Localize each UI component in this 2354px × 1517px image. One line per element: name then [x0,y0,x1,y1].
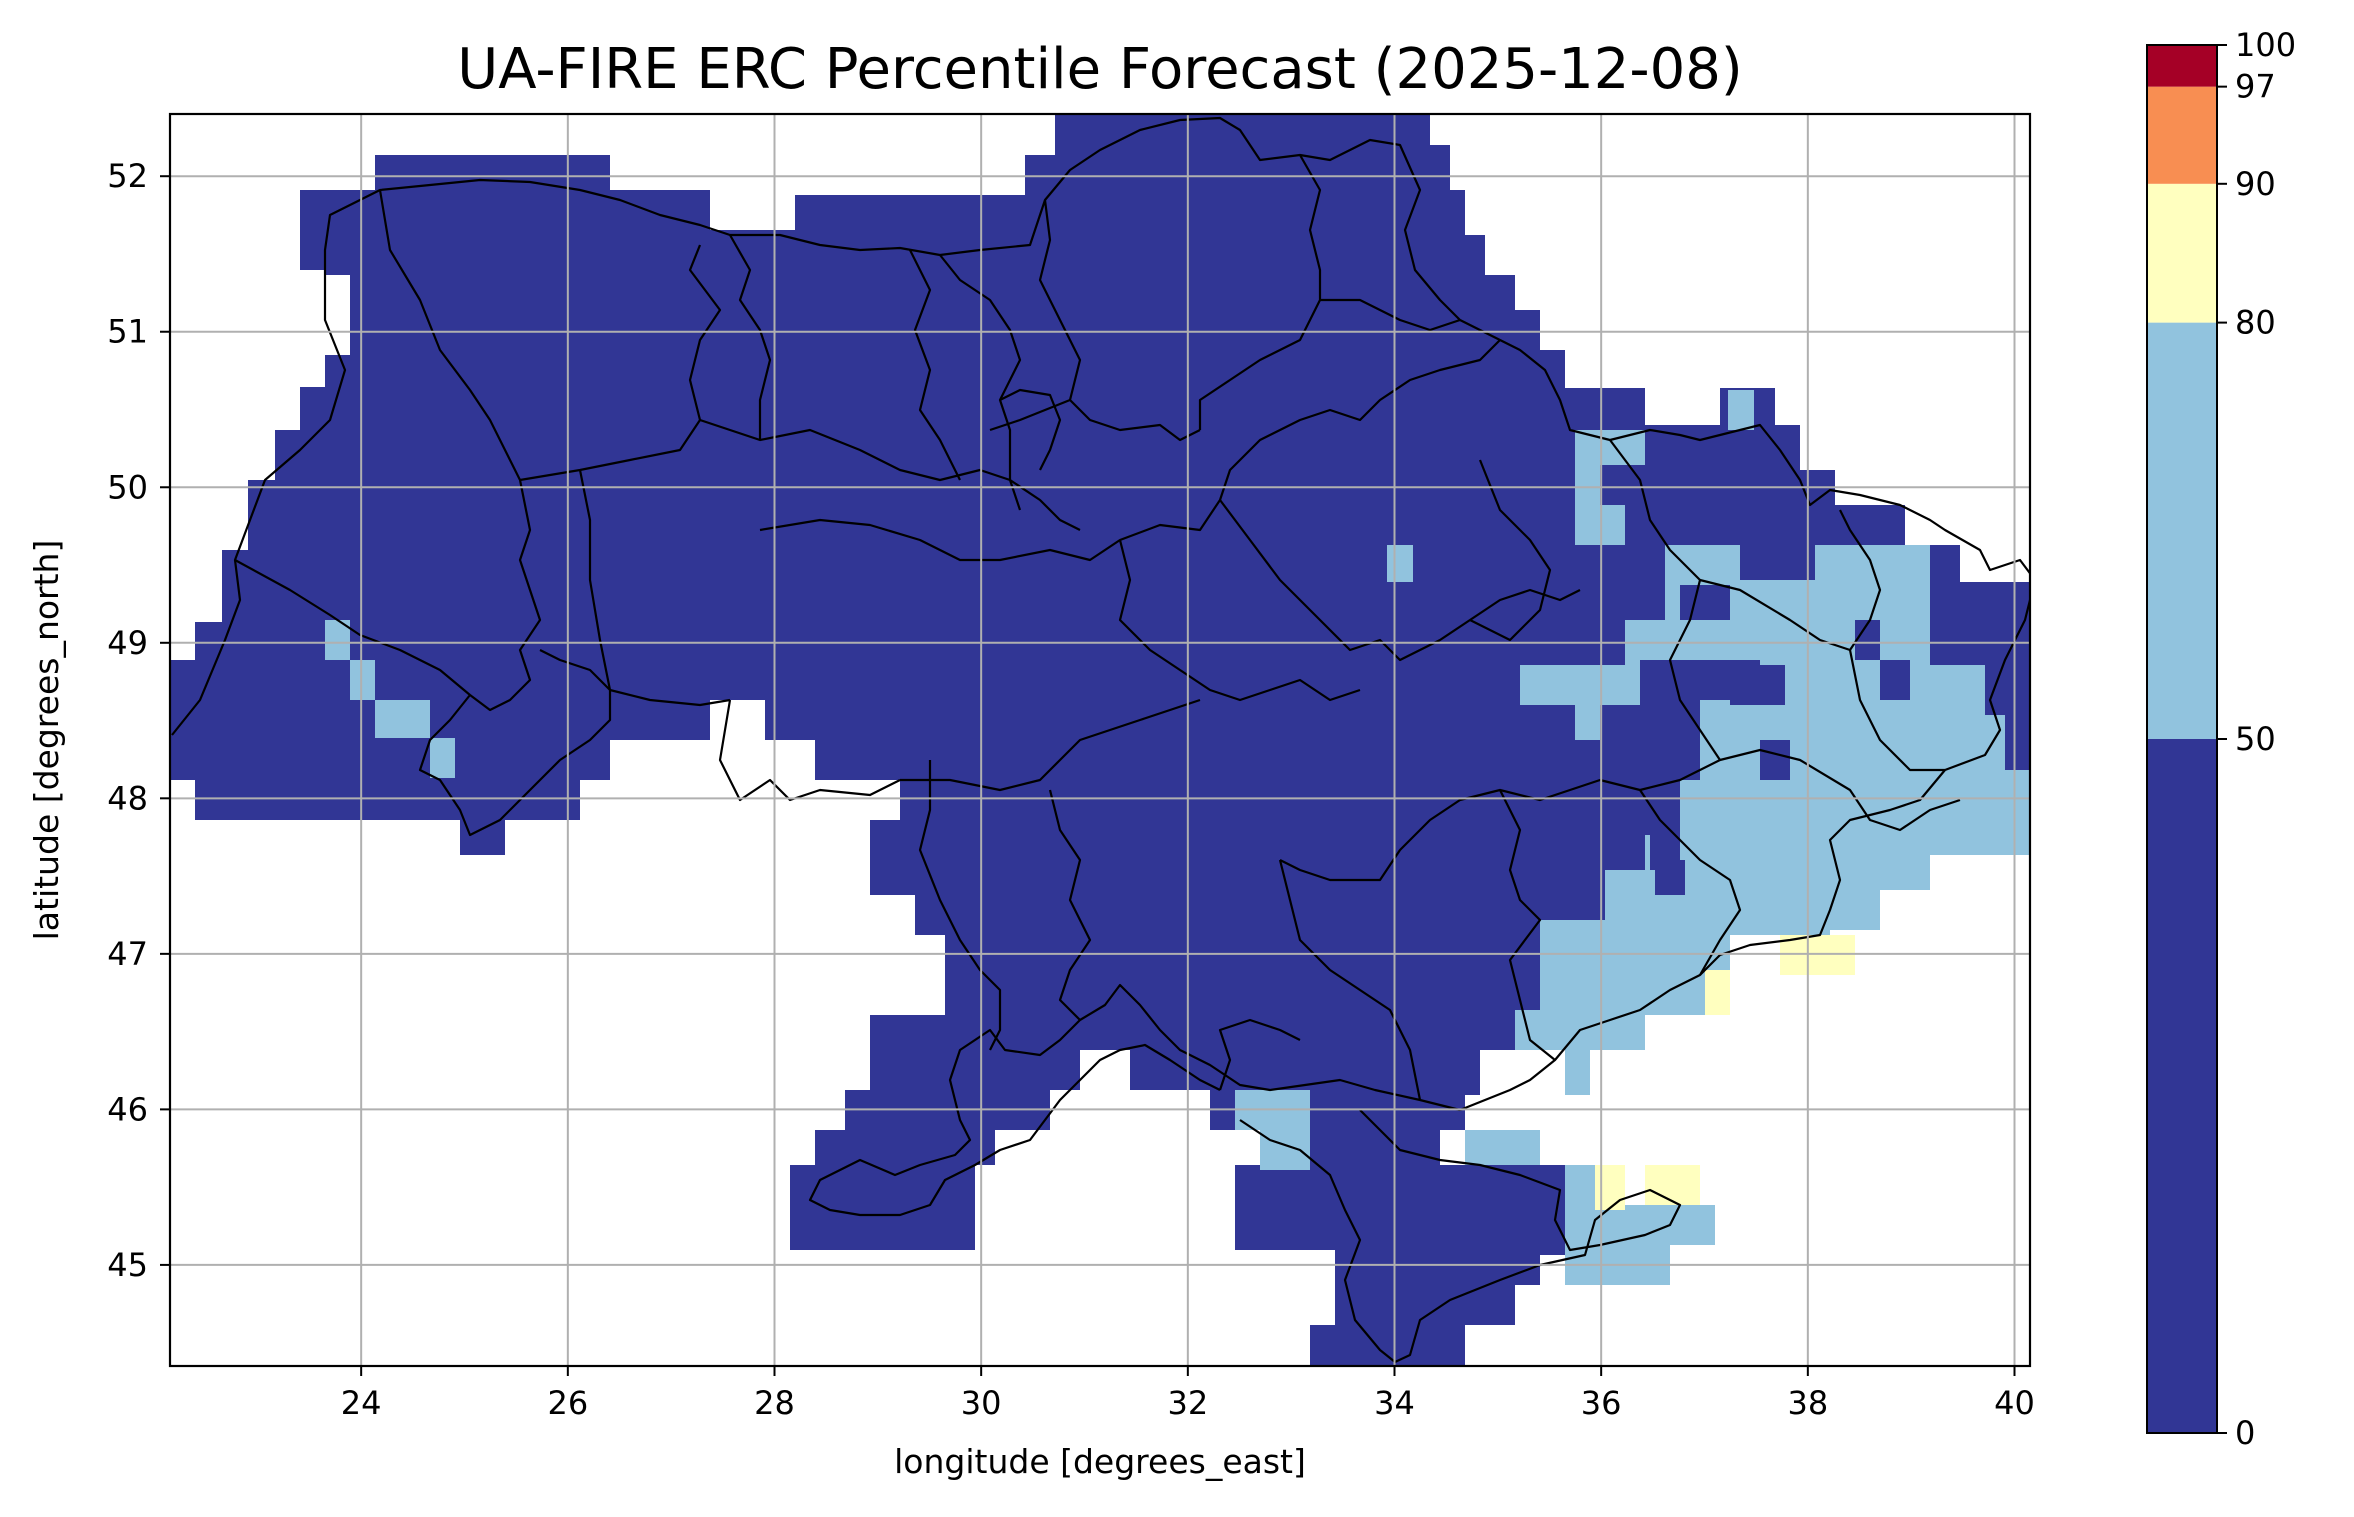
oblast-border [989,398,1071,432]
erc-cell-80-90 [1645,1165,1700,1205]
y-tick-label: 46 [107,1090,148,1128]
colorbar-segment [2147,86,2217,184]
erc-cell-80-90 [1780,935,1855,975]
y-tick-label: 48 [107,779,148,817]
plot-frame [168,112,2032,1368]
colorbar-tick-label: 50 [2235,720,2276,758]
grid-lines [170,114,2030,1366]
oblast-border [418,649,612,837]
erc-highlight-cells [325,390,2030,1285]
oblast-border [1848,649,1945,772]
erc-hole-below-50 [1880,660,1910,700]
y-axis-label: latitude [degrees_north] [27,540,66,941]
erc-hole-below-50 [1760,740,1790,780]
erc-cell-50-80 [350,660,375,700]
y-tick-label: 50 [107,468,148,506]
country-and-oblast-borders [171,116,2030,1364]
x-tick-label: 26 [547,1384,588,1422]
colorbar-tick-label: 0 [2235,1414,2255,1452]
oblast-border [999,388,1062,471]
oblast-border [1218,1018,1301,1091]
erc-cell-50-80 [1565,1165,1595,1210]
colorbar-tick-label: 97 [2235,68,2276,106]
erc-cell-80-90 [1595,1165,1625,1210]
erc-region-below-50 [170,114,2030,1366]
oblast-border [729,234,772,440]
erc-cell-50-80 [1600,505,1625,545]
x-axis-ticks: 24 26 28 30 32 34 36 38 40 [341,1366,2035,1422]
oblast-border [699,418,1081,531]
erc-cell-50-80 [430,738,455,778]
y-tick-label: 49 [107,624,148,662]
erc-hole-below-50 [1655,860,1685,895]
x-tick-label: 36 [1581,1384,1622,1422]
erc-cell-50-80 [1565,1205,1715,1245]
x-tick-label: 32 [1167,1384,1208,1422]
erc-cell-50-80 [1260,1130,1310,1170]
erc-cell-50-80 [1728,390,1754,430]
oblast-border [1320,298,1461,332]
oblast-border [1499,789,1556,1061]
colorbar-tick-label: 90 [2235,165,2276,203]
oblast-border [1639,789,1742,976]
x-axis-label: longitude [degrees_east] [894,1442,1306,1481]
ukraine-border [171,116,2030,1112]
colorbar-segment [2147,322,2217,739]
erc-hole-below-50 [1730,665,1785,705]
x-tick-label: 34 [1374,1384,1415,1422]
oblast-border [1278,859,1422,1101]
erc-cell-50-80 [375,700,430,738]
oblast-border [939,254,1022,511]
colorbar-segment [2147,183,2217,323]
oblast-border [718,699,901,802]
oblast-border [1198,154,1322,430]
y-tick-label: 52 [107,157,148,195]
erc-hole-below-50 [1680,585,1730,620]
ukraine-south-coast [808,983,1461,1217]
oblast-border [900,698,1201,792]
oblast-border [519,244,722,482]
oblast-border [1469,459,1552,642]
crimea-border [1239,1109,1682,1364]
erc-cell-50-80 [1387,545,1413,582]
oblast-border [1048,789,1092,1021]
erc-cell-50-80 [1465,1130,1540,1165]
x-tick-label: 38 [1787,1384,1828,1422]
y-axis-ticks: 45 46 47 48 49 50 51 52 [107,157,170,1284]
y-tick-label: 45 [107,1246,148,1284]
erc-cells [170,114,2030,1366]
colorbar-segment [2147,45,2217,87]
oblast-border [1699,509,1882,652]
chart-title: UA-FIRE ERC Percentile Forecast (2025-12… [457,37,1742,102]
oblast-border [578,469,731,707]
erc-hole-below-50 [1855,620,1880,660]
colorbar-tick-label: 80 [2235,304,2276,342]
oblast-border [1118,539,1361,702]
x-tick-label: 40 [1994,1384,2035,1422]
colorbar-tick-label: 100 [2235,26,2296,64]
oblast-border [918,760,1002,1051]
x-tick-label: 28 [754,1384,795,1422]
y-tick-label: 47 [107,935,148,973]
oblast-border [234,189,542,712]
plot-area: 24 26 28 30 32 34 36 38 40 45 46 47 48 49 50 51 52 [107,112,2035,1422]
x-tick-label: 30 [961,1384,1002,1422]
y-tick-label: 51 [107,313,148,351]
oblast-border [1719,748,1961,832]
x-tick-label: 24 [341,1384,382,1422]
colorbar-segment [2147,739,2217,1433]
oblast-border [1219,499,1581,662]
colorbar: 0 50 80 90 97 100 [2146,26,2296,1452]
oblast-border [909,249,961,481]
erc-cell-80-90 [1705,970,1730,1015]
